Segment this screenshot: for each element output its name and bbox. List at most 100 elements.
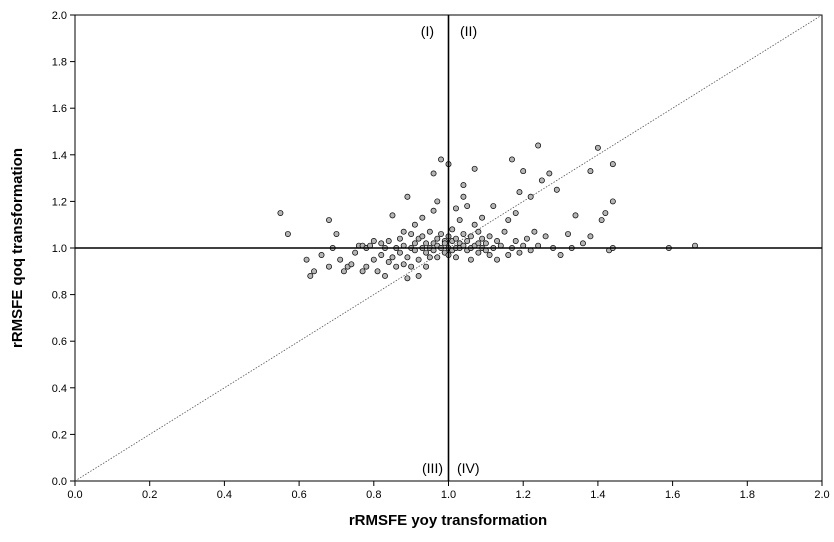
data-point (370, 256, 377, 263)
x-tick-label: 1.0 (441, 489, 456, 501)
data-point (482, 240, 489, 247)
data-point (378, 240, 385, 247)
data-point (396, 249, 403, 256)
data-point (464, 203, 471, 210)
quadrant-label-top-left: (I) (421, 23, 434, 39)
data-point (378, 252, 385, 258)
data-point (389, 212, 396, 219)
x-tick-label: 1.4 (590, 489, 605, 501)
data-point (501, 228, 508, 235)
data-point (467, 256, 474, 263)
x-tick-label: 1.6 (665, 489, 680, 501)
data-point (359, 268, 366, 275)
data-point (486, 252, 493, 258)
y-tick-label: 1.4 (52, 150, 67, 162)
data-point (404, 193, 411, 200)
data-point (396, 235, 403, 242)
data-point (348, 261, 355, 268)
data-point (542, 233, 549, 240)
data-point (479, 235, 486, 242)
y-tick-label: 1.0 (52, 243, 67, 255)
data-point (423, 249, 430, 256)
data-point (486, 233, 493, 240)
y-tick-label: 0.8 (52, 290, 67, 302)
data-point (326, 217, 332, 223)
quadrant-label-bottom-right: (IV) (457, 460, 480, 476)
data-point (587, 233, 594, 240)
data-point (490, 203, 497, 210)
data-point (426, 228, 433, 235)
x-tick-label: 0.0 (67, 489, 82, 501)
data-point (587, 168, 594, 175)
y-tick-label: 0.2 (52, 429, 67, 441)
x-tick-label: 0.4 (217, 489, 232, 501)
x-tick-label: 2.0 (814, 489, 829, 501)
x-tick-label: 1.8 (740, 489, 755, 501)
data-point (471, 165, 478, 172)
data-point (423, 263, 430, 270)
data-point (516, 189, 523, 196)
data-point (535, 142, 542, 149)
data-point (385, 238, 392, 244)
data-point (382, 273, 388, 279)
data-point (509, 156, 515, 163)
data-point (453, 254, 459, 261)
data-point (538, 177, 545, 184)
data-point (527, 193, 534, 200)
data-point (453, 235, 459, 242)
data-point (307, 273, 314, 279)
data-point (352, 249, 359, 256)
data-point (580, 240, 586, 247)
data-point (277, 210, 284, 216)
data-point (404, 275, 411, 282)
data-point (284, 231, 291, 237)
quadrant-label-bottom-left: (III) (422, 460, 443, 476)
data-point (609, 198, 616, 205)
data-point (512, 210, 519, 216)
data-point (471, 221, 478, 228)
quadrant-label-top-right: (II) (460, 23, 477, 39)
data-point (419, 233, 426, 240)
data-point (400, 261, 407, 268)
data-point (557, 252, 564, 258)
data-point (393, 263, 400, 270)
data-point (363, 263, 370, 270)
data-point (374, 268, 381, 275)
data-point (404, 254, 411, 261)
data-point (434, 198, 441, 205)
data-point (438, 231, 444, 237)
data-point (303, 256, 310, 263)
data-point (464, 238, 471, 244)
data-point (505, 217, 512, 223)
data-point (408, 263, 415, 270)
y-tick-label: 0.4 (52, 383, 67, 395)
data-point (411, 221, 418, 228)
data-point (598, 217, 605, 223)
data-point (449, 226, 456, 233)
data-point (523, 235, 530, 242)
data-point (434, 235, 441, 242)
data-point (419, 214, 426, 221)
data-point (602, 210, 609, 216)
data-point (467, 233, 474, 240)
y-tick-label: 0.0 (52, 476, 67, 488)
x-tick-label: 0.2 (142, 489, 157, 501)
data-point (438, 156, 444, 163)
x-axis-title: rRMSFE yoy transformation (349, 512, 547, 529)
data-point (434, 254, 441, 261)
data-point (311, 268, 317, 275)
y-tick-label: 2.0 (52, 10, 67, 22)
data-point (505, 252, 512, 258)
data-point (494, 238, 501, 244)
data-point (460, 231, 467, 237)
data-point (512, 238, 519, 244)
y-tick-label: 1.2 (52, 196, 67, 208)
data-point (333, 231, 340, 237)
data-point (385, 259, 392, 265)
plot-area: 0.0 0.2 0.4 0.6 0.8 1.0 1.2 1.4 1.6 1.8 2.0 0.0 0.2 0… (52, 10, 830, 501)
data-point (494, 256, 501, 263)
data-point (475, 240, 482, 247)
data-point (516, 249, 523, 256)
x-tick-label: 0.8 (366, 489, 381, 501)
